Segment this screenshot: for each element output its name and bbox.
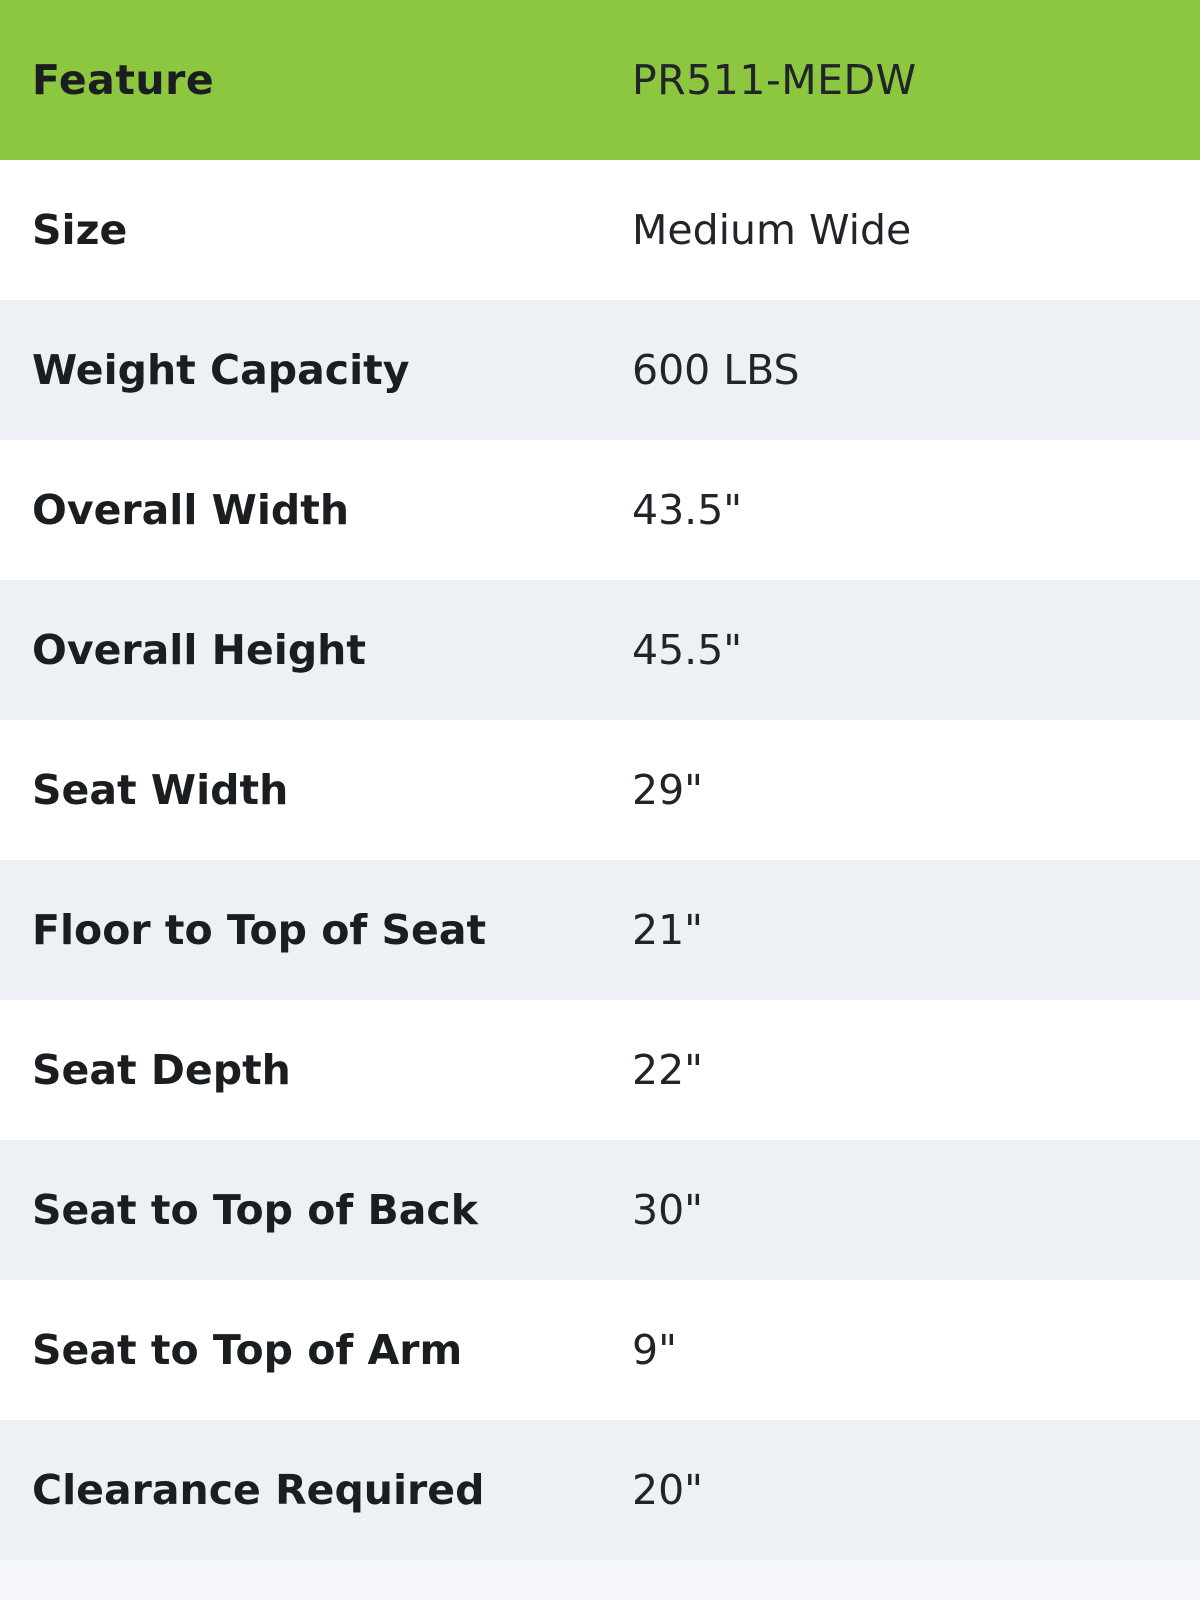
feature-value: 600 LBS [632, 346, 800, 394]
table-row: Seat to Top of Arm 9" [0, 1280, 1200, 1420]
table-body: Size Medium Wide Weight Capacity 600 LBS… [0, 160, 1200, 1560]
header-feature-column: Feature [32, 56, 215, 104]
table-row: Seat to Top of Back 30" [0, 1140, 1200, 1280]
feature-value: 29" [632, 766, 704, 814]
feature-value: 21" [632, 906, 704, 954]
header-model-column: PR511-MEDW [632, 56, 917, 104]
feature-label: Seat Width [32, 766, 289, 814]
table-row: Size Medium Wide [0, 160, 1200, 300]
table-row: Overall Height 45.5" [0, 580, 1200, 720]
table-row: Floor to Top of Seat 21" [0, 860, 1200, 1000]
feature-label: Size [32, 206, 128, 254]
table-header-row: Feature PR511-MEDW [0, 0, 1200, 160]
feature-label: Seat to Top of Back [32, 1186, 478, 1234]
feature-label: Clearance Required [32, 1466, 485, 1514]
feature-value: 30" [632, 1186, 704, 1234]
feature-value: 45.5" [632, 626, 743, 674]
feature-label: Floor to Top of Seat [32, 906, 487, 954]
table-row: Seat Width 29" [0, 720, 1200, 860]
feature-value: 9" [632, 1326, 677, 1374]
partial-next-row [0, 1560, 1200, 1600]
feature-value: 43.5" [632, 486, 743, 534]
feature-value: 20" [632, 1466, 704, 1514]
table-row: Clearance Required 20" [0, 1420, 1200, 1560]
table-row: Seat Depth 22" [0, 1000, 1200, 1140]
feature-label: Overall Height [32, 626, 366, 674]
feature-label: Weight Capacity [32, 346, 410, 394]
feature-value: Medium Wide [632, 206, 912, 254]
feature-value: 22" [632, 1046, 704, 1094]
table-row: Weight Capacity 600 LBS [0, 300, 1200, 440]
feature-label: Overall Width [32, 486, 350, 534]
table-row: Overall Width 43.5" [0, 440, 1200, 580]
feature-label: Seat Depth [32, 1046, 291, 1094]
feature-label: Seat to Top of Arm [32, 1326, 463, 1374]
